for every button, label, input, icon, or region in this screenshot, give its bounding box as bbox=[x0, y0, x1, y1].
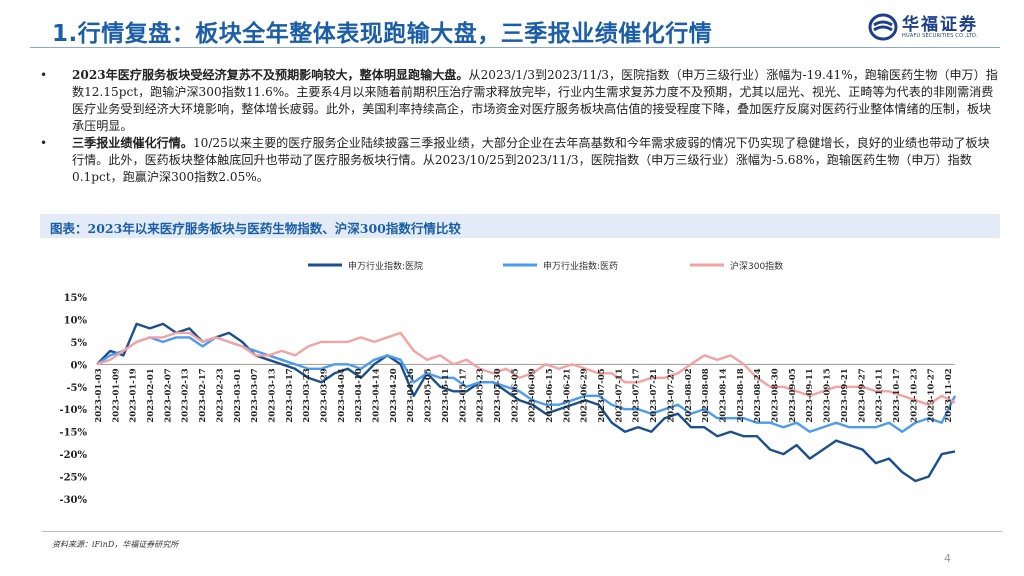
x-tick-label: 2023-04-04 bbox=[337, 368, 347, 422]
x-tick-label: 2023-06-09 bbox=[528, 368, 538, 422]
x-tick-label: 2023-09-27 bbox=[857, 368, 867, 422]
x-tick-label: 2023-11-02 bbox=[944, 368, 954, 422]
bullet-item: • 2023年医疗服务板块受经济复苏不及预期影响较大，整体明显跑输大盘。从202… bbox=[40, 67, 1000, 135]
x-tick-label: 2023-04-14 bbox=[372, 368, 382, 422]
x-tick-label: 2023-07-05 bbox=[597, 368, 607, 422]
x-tick-label: 2023-07-11 bbox=[614, 368, 624, 422]
y-tick-label: -15% bbox=[59, 428, 87, 439]
bullet-lead: 2023年医疗服务板块受经济复苏不及预期影响较大，整体明显跑输大盘。 bbox=[72, 68, 469, 82]
page-title: 1.行情复盘：板块全年整体表现跑输大盘，三季报业绩催化行情 bbox=[52, 21, 713, 47]
source-note: 资料来源：iFinD，华福证券研究所 bbox=[52, 540, 179, 549]
x-tick-label: 2023-10-27 bbox=[927, 368, 937, 422]
x-tick-label: 2023-04-26 bbox=[406, 368, 416, 422]
figure-caption: 图表：2023年以来医疗服务板块与医药生物指数、沪深300指数行情比较 bbox=[50, 221, 461, 236]
x-tick-label: 2023-03-13 bbox=[267, 368, 277, 422]
y-tick-label: 15% bbox=[64, 293, 88, 304]
x-tick-label: 2023-05-05 bbox=[424, 368, 434, 422]
x-tick-label: 2023-09-11 bbox=[805, 368, 815, 422]
x-tick-label: 2023-10-11 bbox=[875, 368, 885, 422]
logo-mark-icon bbox=[868, 13, 898, 41]
x-tick-label: 2023-09-15 bbox=[823, 368, 833, 422]
bullet-marker: • bbox=[40, 68, 48, 82]
company-logo: 华福证券 HUAFU SECURITIES CO.,LTD. bbox=[868, 10, 988, 46]
logo-name: 华福证券 bbox=[902, 15, 978, 35]
y-tick-label: -5% bbox=[66, 383, 87, 394]
x-tick-label: 2023-08-30 bbox=[771, 368, 781, 422]
x-tick-label: 2023-04-20 bbox=[389, 368, 399, 422]
y-tick-label: 5% bbox=[71, 338, 88, 349]
x-tick-label: 2023-07-21 bbox=[649, 368, 659, 422]
y-tick-label: -25% bbox=[59, 473, 87, 484]
figure-caption-box: 图表：2023年以来医疗服务板块与医药生物指数、沪深300指数行情比较 bbox=[40, 214, 1000, 238]
y-tick-label: -20% bbox=[59, 450, 87, 461]
x-tick-label: 2023-06-05 bbox=[510, 368, 520, 422]
bullet-text: 10/25以来主要的医疗服务企业陆续披露三季报业绩，大部分企业在去年高基数和今年… bbox=[72, 136, 990, 184]
x-tick-label: 2023-02-01 bbox=[146, 368, 156, 422]
x-tick-label: 2023-09-05 bbox=[788, 368, 798, 422]
x-tick-label: 2023-02-13 bbox=[181, 368, 191, 422]
legend-label: 申万行业指数:医药 bbox=[543, 260, 618, 272]
x-tick-label: 2023-04-10 bbox=[354, 368, 364, 422]
x-tick-label: 2023-10-17 bbox=[892, 368, 902, 422]
page-number: 4 bbox=[944, 552, 951, 565]
x-tick-label: 2023-03-07 bbox=[250, 368, 260, 422]
series-line bbox=[96, 331, 956, 406]
x-tick-label: 2023-08-14 bbox=[718, 368, 728, 422]
y-tick-label: 0% bbox=[71, 360, 88, 371]
source-divider bbox=[42, 531, 1002, 532]
x-tick-label: 2023-08-18 bbox=[736, 368, 746, 422]
x-tick-label: 2023-06-29 bbox=[580, 368, 590, 422]
x-tick-label: 2023-03-01 bbox=[233, 368, 243, 422]
x-tick-label: 2023-03-29 bbox=[320, 368, 330, 422]
x-tick-label: 2023-05-11 bbox=[441, 368, 451, 422]
x-tick-label: 2023-06-21 bbox=[562, 368, 572, 422]
bullet-list: • 2023年医疗服务板块受经济复苏不及预期影响较大，整体明显跑输大盘。从202… bbox=[40, 67, 1000, 186]
y-tick-label: 10% bbox=[64, 315, 88, 326]
x-tick-label: 2023-01-03 bbox=[94, 368, 104, 422]
legend-label: 沪深300指数 bbox=[730, 260, 783, 272]
x-tick-label: 2023-06-15 bbox=[545, 368, 555, 422]
x-tick-label: 2023-01-19 bbox=[129, 368, 139, 422]
y-tick-label: -30% bbox=[59, 495, 87, 506]
series-line bbox=[96, 322, 956, 483]
y-tick-label: -10% bbox=[59, 405, 87, 416]
x-tick-label: 2023-09-21 bbox=[840, 368, 850, 422]
x-tick-label: 2023-05-23 bbox=[476, 368, 486, 422]
x-tick-label: 2023-01-09 bbox=[111, 368, 121, 422]
x-tick-label: 2023-07-17 bbox=[632, 368, 642, 422]
x-tick-label: 2023-02-17 bbox=[198, 368, 208, 422]
x-tick-label: 2023-02-07 bbox=[163, 368, 173, 422]
bullet-item: • 三季报业绩催化行情。10/25以来主要的医疗服务企业陆续披露三季报业绩，大部… bbox=[40, 135, 1000, 186]
x-tick-label: 2023-08-24 bbox=[753, 368, 763, 422]
bullet-lead: 三季报业绩催化行情。 bbox=[72, 136, 193, 150]
x-tick-label: 2023-08-02 bbox=[684, 368, 694, 422]
logo-subtitle: HUAFU SECURITIES CO.,LTD. bbox=[902, 33, 978, 39]
x-tick-label: 2023-03-23 bbox=[302, 368, 312, 422]
x-tick-label: 2023-08-08 bbox=[701, 368, 711, 422]
x-tick-label: 2023-03-17 bbox=[285, 368, 295, 422]
x-tick-label: 2023-10-23 bbox=[909, 368, 919, 422]
x-tick-label: 2023-05-17 bbox=[458, 368, 468, 422]
bullet-text: 从2023/1/3到2023/11/3，医院指数（申万三级行业）涨幅为-19.4… bbox=[72, 68, 998, 133]
line-chart: 申万行业指数:医院 申万行业指数:医药 沪深300指数 15% 10% 5% 0% -5% -1… bbox=[59, 260, 957, 506]
x-tick-label: 2023-05-30 bbox=[493, 368, 503, 422]
title-divider bbox=[30, 47, 1000, 48]
legend-label: 申万行业指数:医院 bbox=[348, 260, 423, 272]
x-tick-label: 2023-02-23 bbox=[215, 368, 225, 422]
x-tick-label: 2023-07-27 bbox=[666, 368, 676, 422]
bullet-marker: • bbox=[40, 136, 48, 150]
